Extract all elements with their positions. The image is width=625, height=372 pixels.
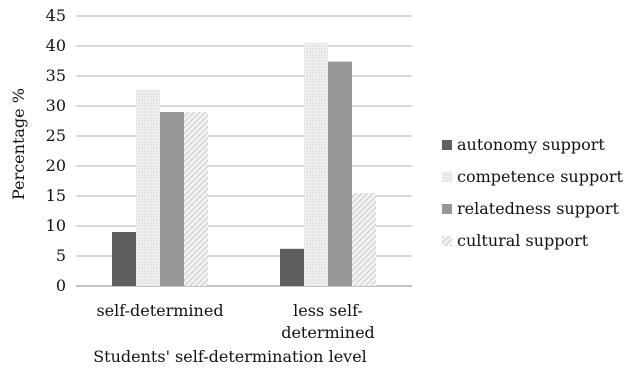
legend: autonomy support competence support relate… xyxy=(442,135,623,250)
legend-swatch xyxy=(442,236,452,246)
bars xyxy=(112,43,376,286)
legend-swatch xyxy=(442,172,452,182)
x-tick-labels: self-determined less self-determined xyxy=(96,301,374,342)
y-tick-label: 40 xyxy=(46,36,66,55)
bar-relatedness-support xyxy=(160,112,184,286)
legend-swatch xyxy=(442,204,452,214)
bar-relatedness-support xyxy=(328,61,352,286)
y-tick-label: 5 xyxy=(56,246,66,265)
y-tick-label: 10 xyxy=(46,216,66,235)
x-tick-label: self-determined xyxy=(96,301,223,320)
x-tick-label: determined xyxy=(281,323,375,342)
y-tick-label: 15 xyxy=(46,186,66,205)
y-tick-label: 45 xyxy=(46,6,66,25)
bar-cultural-support xyxy=(184,112,208,286)
bar-competence-support xyxy=(136,89,160,286)
y-axis-label: Percentage % xyxy=(9,88,28,200)
x-axis-label: Students' self-determination level xyxy=(93,347,367,366)
bar-competence-support xyxy=(304,43,328,286)
x-tick-label: less self- xyxy=(293,301,363,320)
legend-label: competence support xyxy=(457,167,623,186)
legend-swatch xyxy=(442,140,452,150)
y-tick-label: 0 xyxy=(56,276,66,295)
bar-autonomy-support xyxy=(112,232,136,286)
y-tick-label: 25 xyxy=(46,126,66,145)
legend-label: cultural support xyxy=(457,231,589,250)
y-tick-label: 20 xyxy=(46,156,66,175)
legend-label: autonomy support xyxy=(457,135,605,154)
y-tick-labels: 0 5 10 15 20 25 30 35 40 45 xyxy=(46,6,66,295)
y-tick-label: 35 xyxy=(46,66,66,85)
legend-label: relatedness support xyxy=(457,199,619,218)
bar-autonomy-support xyxy=(280,248,304,286)
bar-cultural-support xyxy=(352,193,376,286)
y-tick-label: 30 xyxy=(46,96,66,115)
